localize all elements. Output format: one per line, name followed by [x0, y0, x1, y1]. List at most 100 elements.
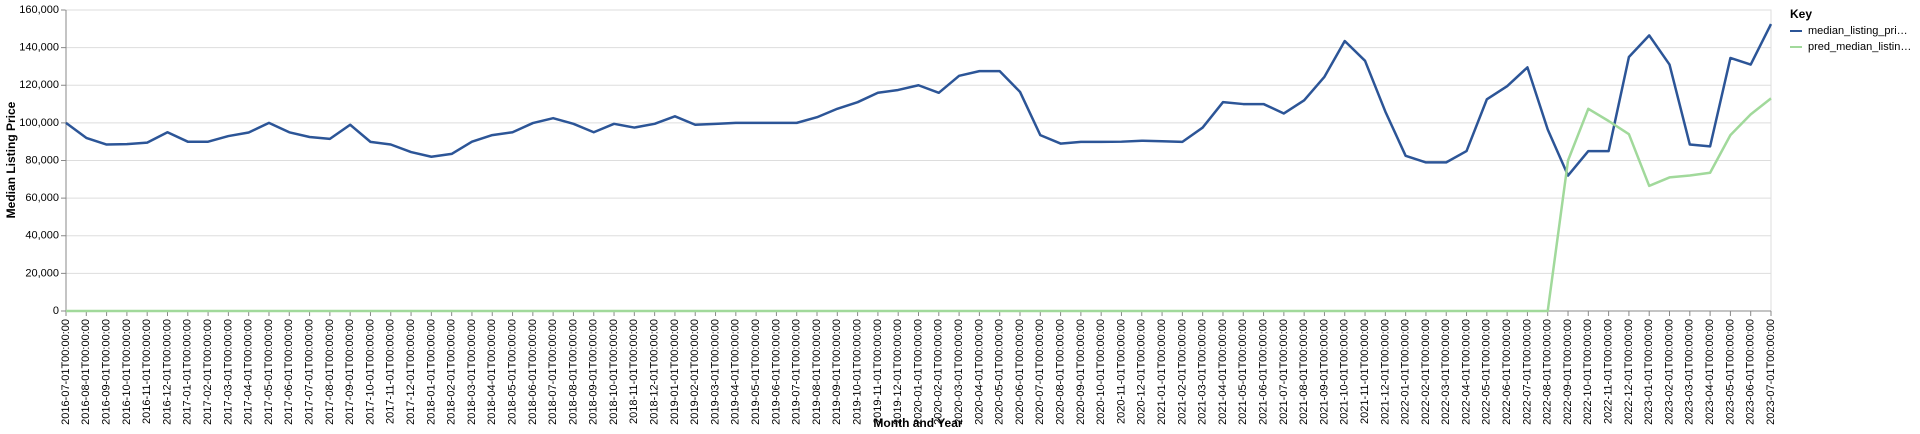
x-tick-label: 2018-06-01T00:00:00: [527, 319, 539, 425]
x-tick-label: 2018-02-01T00:00:00: [446, 319, 458, 425]
x-tick-label: 2018-01-01T00:00:00: [425, 319, 437, 425]
x-tick-label: 2021-11-01T00:00:00: [1359, 319, 1371, 424]
x-tick-label: 2021-08-01T00:00:00: [1298, 319, 1310, 425]
x-tick-label: 2019-08-01T00:00:00: [811, 319, 823, 425]
x-tick-label: 2018-07-01T00:00:00: [547, 319, 559, 425]
x-tick-label: 2022-09-01T00:00:00: [1562, 319, 1574, 425]
y-tick-label: 40,000: [25, 230, 59, 242]
y-tick-label: 20,000: [25, 267, 59, 279]
x-tick-label: 2017-02-01T00:00:00: [202, 319, 214, 425]
x-tick-label: 2021-03-01T00:00:00: [1197, 319, 1209, 425]
x-tick-label: 2018-03-01T00:00:00: [466, 319, 478, 425]
x-tick-label: 2021-01-01T00:00:00: [1156, 319, 1168, 425]
x-tick-label: 2023-06-01T00:00:00: [1745, 319, 1757, 425]
y-tick-label: 80,000: [25, 154, 59, 166]
x-tick-label: 2017-03-01T00:00:00: [222, 319, 234, 425]
x-tick-label: 2016-12-01T00:00:00: [161, 319, 173, 425]
x-tick-label: 2016-11-01T00:00:00: [141, 319, 153, 424]
x-tick-label: 2020-07-01T00:00:00: [1034, 319, 1046, 425]
x-tick-label: 2018-11-01T00:00:00: [628, 319, 640, 424]
x-tick-label: 2019-02-01T00:00:00: [689, 319, 701, 425]
x-tick-label: 2019-12-01T00:00:00: [892, 319, 904, 425]
x-tick-label: 2018-08-01T00:00:00: [567, 319, 579, 425]
x-tick-label: 2023-01-01T00:00:00: [1643, 319, 1655, 425]
x-tick-label: 2020-04-01T00:00:00: [973, 319, 985, 425]
series-line: [66, 97, 1772, 313]
x-tick-label: 2019-01-01T00:00:00: [669, 319, 681, 425]
x-tick-label: 2023-04-01T00:00:00: [1704, 319, 1716, 425]
x-tick-label: 2021-05-01T00:00:00: [1237, 319, 1249, 425]
x-tick-label: 2023-05-01T00:00:00: [1724, 319, 1736, 425]
x-tick-label: 2019-03-01T00:00:00: [709, 319, 721, 425]
x-tick-label: 2022-07-01T00:00:00: [1521, 319, 1533, 425]
x-tick-label: 2020-12-01T00:00:00: [1136, 319, 1148, 425]
x-tick-label: 2018-05-01T00:00:00: [506, 319, 518, 425]
x-tick-label: 2017-04-01T00:00:00: [243, 319, 255, 425]
x-tick-label: 2022-02-01T00:00:00: [1420, 319, 1432, 425]
x-tick-label: 2023-02-01T00:00:00: [1663, 319, 1675, 425]
x-tick-label: 2020-05-01T00:00:00: [994, 319, 1006, 425]
x-tick-label: 2020-01-01T00:00:00: [912, 319, 924, 425]
x-tick-label: 2023-07-01T00:00:00: [1765, 319, 1777, 425]
y-tick-label: 0: [53, 305, 59, 317]
x-tick-label: 2017-11-01T00:00:00: [385, 319, 397, 424]
series-line: [65, 23, 1773, 177]
x-tick-label: 2020-06-01T00:00:00: [1014, 319, 1026, 425]
y-tick-label: 160,000: [19, 4, 59, 16]
y-tick-label: 100,000: [19, 117, 59, 129]
x-tick-label: 2021-10-01T00:00:00: [1339, 319, 1351, 425]
y-tick-label: 140,000: [19, 42, 59, 54]
x-tick-label: 2019-07-01T00:00:00: [791, 319, 803, 425]
x-tick-label: 2020-09-01T00:00:00: [1075, 319, 1087, 425]
x-tick-label: 2020-11-01T00:00:00: [1115, 319, 1127, 424]
y-axis-title: Median Listing Price: [4, 101, 18, 218]
x-tick-label: 2021-12-01T00:00:00: [1379, 319, 1391, 425]
y-tick-label: 60,000: [25, 192, 59, 204]
x-tick-label: 2021-02-01T00:00:00: [1176, 319, 1188, 425]
x-tick-label: 2017-10-01T00:00:00: [364, 319, 376, 425]
x-tick-label: 2018-10-01T00:00:00: [608, 319, 620, 425]
x-tick-label: 2017-05-01T00:00:00: [263, 319, 275, 425]
x-tick-label: 2022-03-01T00:00:00: [1440, 319, 1452, 425]
x-tick-label: 2016-07-01T00:00:00: [60, 319, 72, 425]
x-tick-label: 2020-03-01T00:00:00: [953, 319, 965, 425]
x-tick-label: 2016-10-01T00:00:00: [121, 319, 133, 425]
x-tick-label: 2021-06-01T00:00:00: [1257, 319, 1269, 425]
x-tick-label: 2022-11-01T00:00:00: [1603, 319, 1615, 424]
x-tick-label: 2022-05-01T00:00:00: [1481, 319, 1493, 425]
x-tick-label: 2020-02-01T00:00:00: [933, 319, 945, 425]
x-axis-title: Month and Year: [873, 416, 962, 430]
x-tick-label: 2019-06-01T00:00:00: [770, 319, 782, 425]
x-tick-label: 2020-10-01T00:00:00: [1095, 319, 1107, 425]
x-tick-label: 2022-12-01T00:00:00: [1623, 319, 1635, 425]
x-tick-label: 2017-09-01T00:00:00: [344, 319, 356, 425]
x-tick-label: 2018-12-01T00:00:00: [649, 319, 661, 425]
x-tick-label: 2022-08-01T00:00:00: [1542, 319, 1554, 425]
x-tick-label: 2017-12-01T00:00:00: [405, 319, 417, 425]
x-tick-label: 2016-09-01T00:00:00: [101, 319, 113, 425]
x-tick-label: 2022-06-01T00:00:00: [1501, 319, 1513, 425]
x-tick-label: 2019-05-01T00:00:00: [750, 319, 762, 425]
x-tick-label: 2017-08-01T00:00:00: [324, 319, 336, 425]
x-tick-label: 2022-01-01T00:00:00: [1400, 319, 1412, 425]
y-tick-label: 120,000: [19, 79, 59, 91]
x-tick-label: 2023-03-01T00:00:00: [1684, 319, 1696, 425]
x-tick-label: 2022-10-01T00:00:00: [1582, 319, 1594, 425]
x-tick-label: 2022-04-01T00:00:00: [1460, 319, 1472, 425]
legend-label: pred_median_listin…: [1808, 41, 1911, 53]
x-tick-label: 2020-08-01T00:00:00: [1054, 319, 1066, 425]
x-tick-label: 2018-04-01T00:00:00: [486, 319, 498, 425]
x-tick-label: 2019-10-01T00:00:00: [852, 319, 864, 425]
x-tick-label: 2016-08-01T00:00:00: [80, 319, 92, 425]
x-tick-label: 2017-01-01T00:00:00: [182, 319, 194, 425]
x-tick-label: 2021-09-01T00:00:00: [1318, 319, 1330, 425]
x-tick-label: 2017-06-01T00:00:00: [283, 319, 295, 425]
x-tick-label: 2021-04-01T00:00:00: [1217, 319, 1229, 425]
x-tick-label: 2019-04-01T00:00:00: [730, 319, 742, 425]
x-tick-label: 2019-09-01T00:00:00: [831, 319, 843, 425]
x-tick-label: 2019-11-01T00:00:00: [872, 319, 884, 424]
legend-label: median_listing_pri…: [1808, 25, 1908, 37]
legend-title: Key: [1790, 7, 1812, 21]
x-tick-label: 2017-07-01T00:00:00: [303, 319, 315, 425]
